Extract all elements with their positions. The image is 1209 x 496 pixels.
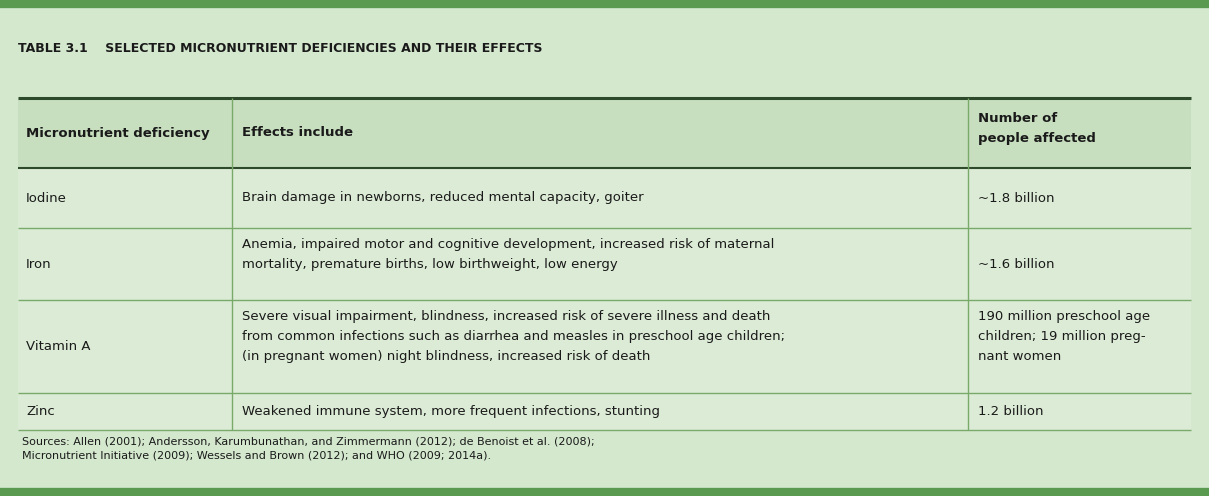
Bar xyxy=(18,393,1191,430)
Text: Severe visual impairment, blindness, increased risk of severe illness and death
: Severe visual impairment, blindness, inc… xyxy=(242,310,785,363)
Text: TABLE 3.1    SELECTED MICRONUTRIENT DEFICIENCIES AND THEIR EFFECTS: TABLE 3.1 SELECTED MICRONUTRIENT DEFICIE… xyxy=(18,42,543,55)
Bar xyxy=(18,168,1191,228)
Text: Vitamin A: Vitamin A xyxy=(27,340,91,353)
Bar xyxy=(18,430,1191,486)
Text: Sources: Allen (2001); Andersson, Karumbunathan, and Zimmermann (2012); de Benoi: Sources: Allen (2001); Andersson, Karumb… xyxy=(22,436,595,460)
Text: 190 million preschool age
children; 19 million preg-
nant women: 190 million preschool age children; 19 m… xyxy=(978,310,1150,363)
Text: Iodine: Iodine xyxy=(27,191,66,204)
Bar xyxy=(18,300,1191,393)
Text: Zinc: Zinc xyxy=(27,405,54,418)
Text: Brain damage in newborns, reduced mental capacity, goiter: Brain damage in newborns, reduced mental… xyxy=(242,191,643,204)
Text: Micronutrient deficiency: Micronutrient deficiency xyxy=(27,126,209,139)
Text: Weakened immune system, more frequent infections, stunting: Weakened immune system, more frequent in… xyxy=(242,405,660,418)
Bar xyxy=(18,228,1191,300)
Bar xyxy=(18,98,1191,168)
Text: 1.2 billion: 1.2 billion xyxy=(978,405,1043,418)
Text: Number of
people affected: Number of people affected xyxy=(978,112,1095,145)
Text: Effects include: Effects include xyxy=(242,126,353,139)
Text: ~1.6 billion: ~1.6 billion xyxy=(978,257,1054,270)
Text: Iron: Iron xyxy=(27,257,52,270)
Text: Anemia, impaired motor and cognitive development, increased risk of maternal
mor: Anemia, impaired motor and cognitive dev… xyxy=(242,238,775,271)
Text: ~1.8 billion: ~1.8 billion xyxy=(978,191,1054,204)
